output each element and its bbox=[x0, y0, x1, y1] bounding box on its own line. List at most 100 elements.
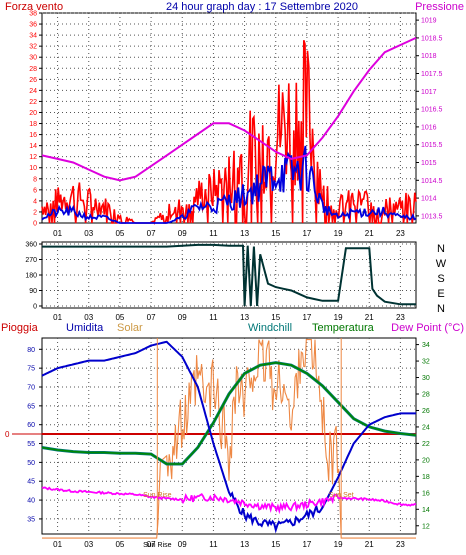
panel3-x-tick-label: 15 bbox=[271, 540, 280, 549]
panel3-frame bbox=[41, 337, 417, 535]
wind-speed-title: Forza vento bbox=[5, 1, 63, 13]
panel1-left-tick-label: 36 bbox=[29, 22, 37, 29]
panel3-x-tick-label: 07 bbox=[147, 540, 156, 549]
panel3-x-tick-label: 11 bbox=[209, 540, 218, 549]
panel1-right-tick-label: 1017.5 bbox=[421, 71, 443, 78]
panel1-x-tick-label: 17 bbox=[302, 229, 311, 238]
series-temperature bbox=[41, 361, 417, 465]
panel3-left-tick-label: 35 bbox=[27, 516, 35, 523]
panel1-right-tick-label: 1015.5 bbox=[421, 142, 443, 149]
series-windchill bbox=[41, 361, 417, 466]
panel3-right-tick-label: 34 bbox=[422, 342, 430, 349]
panel1-right-tick-label: 1016 bbox=[421, 124, 437, 131]
panel3-x-axis: 01 03 05 07 09 11 13 15 17 19 21 23 bbox=[53, 540, 405, 549]
panel1-x-tick-label: 01 bbox=[53, 229, 62, 238]
panel3-x-tick-label: 05 bbox=[115, 540, 124, 549]
panel1-left-tick-label: 24 bbox=[29, 88, 37, 95]
panel2-x-tick-label: 15 bbox=[271, 313, 280, 322]
panel3-right-tick-label: 16 bbox=[422, 490, 430, 497]
panel2-series bbox=[42, 243, 416, 307]
panel3-left-tick-label: 50 bbox=[27, 460, 35, 467]
panel3-left-tick-label: 40 bbox=[27, 498, 35, 505]
panel1-left-tick-label: 28 bbox=[29, 66, 37, 73]
panel3-left-tick-label: 55 bbox=[27, 441, 35, 448]
panel1-left-tick-label: 4 bbox=[33, 198, 37, 205]
panel1-x-tick-label: 13 bbox=[240, 229, 249, 238]
panel3-right-tick-label: 30 bbox=[422, 375, 430, 382]
panel1-x-tick-label: 11 bbox=[209, 229, 218, 238]
panel1-x-tick-label: 15 bbox=[271, 229, 280, 238]
panel3-left-tick-label: 60 bbox=[27, 422, 35, 429]
compass-label: S bbox=[437, 273, 444, 285]
series-pressure bbox=[41, 36, 417, 182]
panel2-x-tick-label: 05 bbox=[115, 313, 124, 322]
panel1-x-tick-label: 19 bbox=[334, 229, 343, 238]
panel3-left-tick-label: 65 bbox=[27, 403, 35, 410]
panel1-right-axis: 1013.5 1014 1014.5 1015 1015.5 1016 1016.5 1017… bbox=[416, 18, 443, 220]
panel1-left-tick-label: 30 bbox=[29, 55, 37, 62]
panel3-right-tick-label: 32 bbox=[422, 359, 430, 366]
panel1-x-tick-label: 09 bbox=[178, 229, 187, 238]
panel3-sun-markers: Sun Rise Sun Rise Sun Set bbox=[143, 338, 354, 549]
panel2-x-tick-label: 21 bbox=[365, 313, 374, 322]
panel2-x-tick-label: 03 bbox=[84, 313, 93, 322]
legend-item: Umidita bbox=[66, 322, 104, 334]
panel3-x-tick-label: 19 bbox=[334, 540, 343, 549]
legend-item: Dew Point (°C) bbox=[391, 322, 464, 334]
panel2-x-tick-label: 09 bbox=[178, 313, 187, 322]
panel1-left-tick-label: 22 bbox=[29, 99, 37, 106]
panel3-left-tick-label: 80 bbox=[27, 347, 35, 354]
panel1-series bbox=[41, 36, 417, 225]
panel3-x-tick-label: 23 bbox=[396, 540, 405, 549]
panel2-x-tick-label: 11 bbox=[209, 313, 218, 322]
series-solar bbox=[42, 339, 416, 539]
panel3-x-tick-label: 09 bbox=[178, 540, 187, 549]
panel3-left-tick-label: 45 bbox=[27, 479, 35, 486]
panel3-x-tick-label: 03 bbox=[84, 540, 93, 549]
panel1-x-tick-label: 21 bbox=[365, 229, 374, 238]
panel1-x-axis: 01 03 05 07 09 11 13 15 17 19 21 23 bbox=[53, 229, 405, 238]
panel1-right-tick-label: 1016.5 bbox=[421, 107, 443, 114]
panel1-left-tick-label: 6 bbox=[33, 187, 37, 194]
panel1-right-tick-label: 1014.5 bbox=[421, 178, 443, 185]
panel3-legend: Pioggia Umidita Solar Windchill Temperatura D… bbox=[1, 322, 464, 334]
sunset-label: Sun Set bbox=[329, 492, 354, 499]
panel3-left-tick-label: 75 bbox=[27, 366, 35, 373]
panel1-left-tick-label: 12 bbox=[29, 154, 37, 161]
panel3-right-tick-label: 22 bbox=[422, 441, 430, 448]
series-humidity bbox=[41, 340, 416, 534]
panel1-x-tick-label: 23 bbox=[396, 229, 405, 238]
panel1-left-tick-label: 20 bbox=[29, 110, 37, 117]
chart-title: 24 hour graph day : 17 Settembre 2020 bbox=[166, 1, 358, 13]
panel1-left-tick-label: 10 bbox=[29, 165, 37, 172]
rain-axis-label: 0 bbox=[5, 430, 10, 439]
compass-label: N bbox=[437, 303, 445, 315]
panel2-left-axis: 0 90 180 270 360 bbox=[25, 242, 42, 311]
panel2-left-tick-label: 180 bbox=[25, 273, 37, 280]
panel2-x-tick-label: 01 bbox=[53, 313, 62, 322]
legend-item: Temperatura bbox=[312, 322, 375, 334]
panel1-x-tick-label: 05 bbox=[115, 229, 124, 238]
panel2-x-tick-label: 07 bbox=[147, 313, 156, 322]
panel2-x-tick-label: 23 bbox=[396, 313, 405, 322]
panel1-left-tick-label: 26 bbox=[29, 77, 37, 84]
panel1-left-tick-label: 18 bbox=[29, 121, 37, 128]
panel3-right-axis: 12 14 16 18 20 22 24 26 28 30 32 34 bbox=[416, 342, 430, 530]
panel1-frame bbox=[41, 12, 417, 224]
panel1-right-tick-label: 1014 bbox=[421, 196, 437, 203]
sunrise-label: Sun Rise bbox=[143, 492, 172, 499]
series-dew-point bbox=[41, 486, 417, 515]
series-wind-average bbox=[41, 145, 417, 224]
panel1-right-tick-label: 1019 bbox=[421, 18, 437, 25]
legend-item: Windchill bbox=[248, 322, 292, 334]
panel1-x-tick-label: 07 bbox=[147, 229, 156, 238]
panel1-left-tick-label: 38 bbox=[29, 11, 37, 18]
panel3-right-tick-label: 24 bbox=[422, 424, 430, 431]
panel2-left-tick-label: 90 bbox=[29, 288, 37, 295]
panel1-left-tick-label: 32 bbox=[29, 44, 37, 51]
panel3-right-tick-label: 12 bbox=[422, 523, 430, 530]
panel2-x-tick-label: 19 bbox=[334, 313, 343, 322]
